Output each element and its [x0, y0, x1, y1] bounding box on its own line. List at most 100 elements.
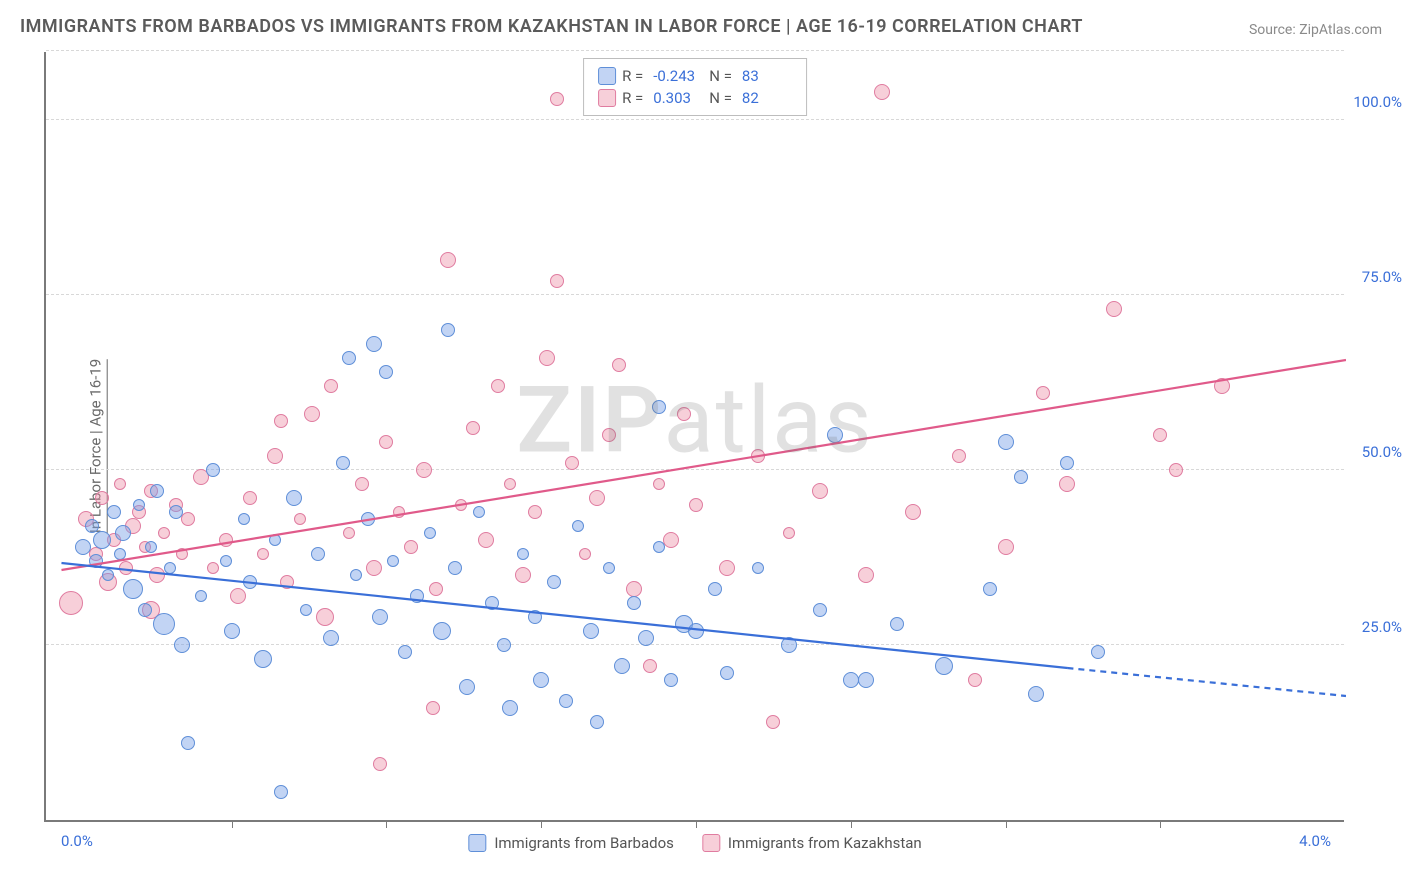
- y-tick-label: 100.0%: [1353, 93, 1402, 111]
- point-kazakhstan: [602, 428, 616, 442]
- point-kazakhstan: [589, 490, 605, 506]
- point-barbados: [1014, 470, 1028, 484]
- point-kazakhstan: [1169, 463, 1183, 477]
- point-kazakhstan: [455, 499, 467, 511]
- point-barbados: [274, 785, 288, 799]
- point-barbados: [336, 456, 350, 470]
- point-kazakhstan: [114, 478, 126, 490]
- watermark-bold: ZIP: [516, 367, 663, 474]
- x-tick: [1006, 820, 1007, 828]
- point-barbados: [398, 645, 412, 659]
- point-barbados: [269, 534, 281, 546]
- point-kazakhstan: [274, 414, 288, 428]
- point-kazakhstan: [677, 407, 691, 421]
- point-barbados: [286, 490, 302, 506]
- point-barbados: [653, 541, 665, 553]
- x-tick: [541, 820, 542, 828]
- point-kazakhstan: [207, 562, 219, 574]
- point-barbados: [547, 575, 561, 589]
- point-kazakhstan: [267, 448, 283, 464]
- y-tick-label: 50.0%: [1362, 443, 1402, 461]
- point-kazakhstan: [426, 701, 440, 715]
- point-barbados: [433, 622, 451, 640]
- point-kazakhstan: [1059, 476, 1075, 492]
- point-kazakhstan: [663, 532, 679, 548]
- point-kazakhstan: [874, 84, 890, 100]
- point-kazakhstan: [612, 358, 626, 372]
- series-label-barbados: Immigrants from Barbados: [494, 834, 674, 852]
- point-barbados: [708, 582, 722, 596]
- point-barbados: [533, 672, 549, 688]
- point-kazakhstan: [1106, 301, 1122, 317]
- point-barbados: [497, 638, 511, 652]
- point-barbados: [387, 555, 399, 567]
- point-kazakhstan: [719, 560, 735, 576]
- point-barbados: [75, 539, 91, 555]
- point-barbados: [1091, 645, 1105, 659]
- point-barbados: [150, 484, 164, 498]
- point-kazakhstan: [440, 252, 456, 268]
- point-kazakhstan: [550, 92, 564, 106]
- point-barbados: [528, 610, 542, 624]
- swatch-barbados: [598, 67, 616, 85]
- trendline-kazakhstan: [61, 360, 1346, 570]
- point-kazakhstan: [230, 588, 246, 604]
- point-kazakhstan: [429, 582, 443, 596]
- point-barbados: [720, 666, 734, 680]
- point-kazakhstan: [355, 477, 369, 491]
- source-prefix: Source:: [1249, 22, 1299, 38]
- point-barbados: [781, 637, 797, 653]
- point-barbados: [133, 499, 145, 511]
- point-barbados: [107, 505, 121, 519]
- x-tick-label: 0.0%: [61, 832, 93, 850]
- point-barbados: [114, 548, 126, 560]
- point-barbados: [448, 561, 462, 575]
- x-tick: [851, 820, 852, 828]
- point-kazakhstan: [751, 449, 765, 463]
- point-barbados: [559, 694, 573, 708]
- source-attribution: Source: ZipAtlas.com: [1249, 22, 1382, 38]
- point-barbados: [688, 623, 704, 639]
- y-tick-label: 75.0%: [1362, 268, 1402, 286]
- trendline-barbados-extrapolated: [1067, 668, 1346, 696]
- point-barbados: [311, 547, 325, 561]
- point-kazakhstan: [95, 491, 109, 505]
- point-barbados: [93, 531, 111, 549]
- point-barbados: [238, 513, 250, 525]
- point-barbados: [890, 617, 904, 631]
- point-kazakhstan: [219, 533, 233, 547]
- point-barbados: [206, 463, 220, 477]
- n-value-kazakhstan: 82: [742, 87, 792, 109]
- gridline: [46, 644, 1344, 645]
- point-barbados: [164, 562, 176, 574]
- point-barbados: [485, 596, 499, 610]
- point-barbados: [195, 590, 207, 602]
- point-kazakhstan: [952, 449, 966, 463]
- point-kazakhstan: [466, 421, 480, 435]
- point-barbados: [827, 427, 843, 443]
- n-label: N =: [709, 65, 732, 87]
- point-barbados: [410, 589, 424, 603]
- legend-item-barbados: Immigrants from Barbados: [468, 834, 674, 852]
- point-kazakhstan: [491, 379, 505, 393]
- point-kazakhstan: [550, 274, 564, 288]
- point-barbados: [441, 323, 455, 337]
- point-kazakhstan: [1153, 428, 1167, 442]
- n-label: N =: [709, 87, 732, 109]
- point-kazakhstan: [783, 527, 795, 539]
- point-kazakhstan: [565, 456, 579, 470]
- point-barbados: [1060, 456, 1074, 470]
- point-barbados: [583, 623, 599, 639]
- trendlines: [46, 52, 1346, 822]
- y-tick-label: 25.0%: [1362, 618, 1402, 636]
- point-kazakhstan: [379, 435, 393, 449]
- point-barbados: [220, 555, 232, 567]
- x-tick: [386, 820, 387, 828]
- source-link[interactable]: ZipAtlas.com: [1299, 22, 1382, 38]
- r-value-kazakhstan: 0.303: [653, 87, 703, 109]
- point-barbados: [300, 604, 312, 616]
- point-kazakhstan: [689, 498, 703, 512]
- gridline: [46, 119, 1344, 120]
- point-kazakhstan: [766, 715, 780, 729]
- point-barbados: [638, 630, 654, 646]
